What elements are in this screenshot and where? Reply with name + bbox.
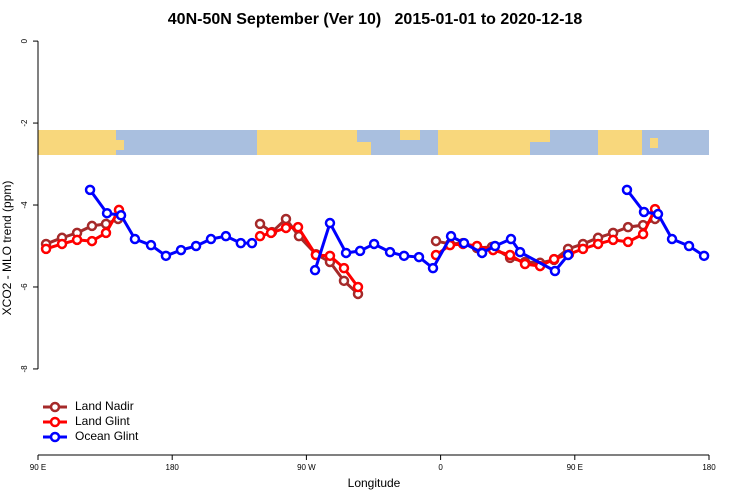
data-point bbox=[549, 265, 561, 277]
data-point bbox=[280, 213, 292, 225]
data-point bbox=[292, 221, 304, 233]
map-band bbox=[38, 130, 709, 155]
data-point bbox=[309, 264, 321, 276]
y-axis-label: XCO2 - MLO trend (ppm) bbox=[0, 181, 14, 316]
data-point bbox=[86, 220, 98, 232]
data-point bbox=[683, 240, 695, 252]
series-line bbox=[435, 208, 657, 268]
data-point bbox=[622, 221, 634, 233]
data-point bbox=[235, 237, 247, 249]
data-point bbox=[265, 227, 277, 239]
data-point bbox=[489, 240, 501, 252]
legend-label: Ocean Glint bbox=[75, 429, 139, 443]
data-point bbox=[413, 251, 425, 263]
x-axis-label: Longitude bbox=[348, 476, 401, 490]
series-line bbox=[88, 188, 252, 258]
data-point bbox=[652, 208, 664, 220]
data-point bbox=[592, 238, 604, 250]
data-point bbox=[145, 239, 157, 251]
legend-marker bbox=[49, 416, 61, 428]
data-point bbox=[354, 245, 366, 257]
data-point bbox=[430, 235, 442, 247]
data-point bbox=[384, 246, 396, 258]
data-point bbox=[352, 281, 364, 293]
data-point bbox=[324, 217, 336, 229]
legend-label: Land Nadir bbox=[75, 399, 134, 413]
data-point bbox=[562, 249, 574, 261]
x-tick-label: 90 E bbox=[30, 463, 46, 472]
data-point bbox=[324, 250, 336, 262]
legend-marker bbox=[49, 431, 61, 443]
chart-title: 40N-50N September (Ver 10) 2015-01-01 to… bbox=[168, 11, 583, 28]
data-point bbox=[71, 234, 83, 246]
data-point bbox=[220, 230, 232, 242]
data-point bbox=[280, 222, 292, 234]
data-point bbox=[246, 237, 258, 249]
data-point bbox=[160, 250, 172, 262]
data-point bbox=[621, 184, 633, 196]
data-point bbox=[505, 233, 517, 245]
y-tick-label: -8 bbox=[20, 365, 29, 373]
data-point bbox=[338, 275, 350, 287]
data-point bbox=[607, 234, 619, 246]
legend-label: Land Glint bbox=[75, 414, 130, 428]
data-point bbox=[100, 227, 112, 239]
data-point bbox=[445, 230, 457, 242]
data-point bbox=[40, 243, 52, 255]
data-point bbox=[427, 262, 439, 274]
data-point bbox=[338, 262, 350, 274]
data-point bbox=[368, 238, 380, 250]
y-tick-label: -6 bbox=[20, 283, 29, 291]
data-point bbox=[622, 236, 634, 248]
x-tick-label: 180 bbox=[702, 463, 716, 472]
x-tick-label: 180 bbox=[166, 463, 180, 472]
data-point bbox=[666, 233, 678, 245]
data-point bbox=[398, 250, 410, 262]
x-tick-label: 90 E bbox=[567, 463, 583, 472]
data-point bbox=[205, 233, 217, 245]
data-point bbox=[548, 253, 560, 265]
data-point bbox=[254, 230, 266, 242]
legend-marker bbox=[49, 401, 61, 413]
data-point bbox=[115, 210, 127, 221]
data-point bbox=[504, 249, 516, 261]
data-point bbox=[519, 258, 531, 270]
data-point bbox=[190, 240, 202, 252]
y-tick-label: 0 bbox=[20, 38, 29, 43]
y-tick-label: -4 bbox=[20, 201, 29, 209]
y-tick-label: -2 bbox=[20, 119, 29, 127]
data-point bbox=[577, 243, 589, 255]
data-point bbox=[458, 237, 470, 249]
data-point bbox=[476, 247, 488, 259]
x-tick-label: 0 bbox=[438, 463, 443, 472]
data-point bbox=[638, 206, 650, 218]
data-point bbox=[514, 246, 526, 258]
data-point bbox=[101, 207, 113, 219]
data-point bbox=[175, 244, 187, 256]
data-point bbox=[84, 184, 96, 196]
x-tick-label: 90 W bbox=[297, 463, 316, 472]
data-point bbox=[129, 233, 141, 245]
data-point bbox=[698, 250, 710, 262]
data-point bbox=[254, 218, 266, 230]
data-point bbox=[56, 238, 68, 250]
data-point bbox=[86, 235, 98, 247]
data-point bbox=[340, 247, 352, 259]
data-point bbox=[637, 228, 649, 240]
